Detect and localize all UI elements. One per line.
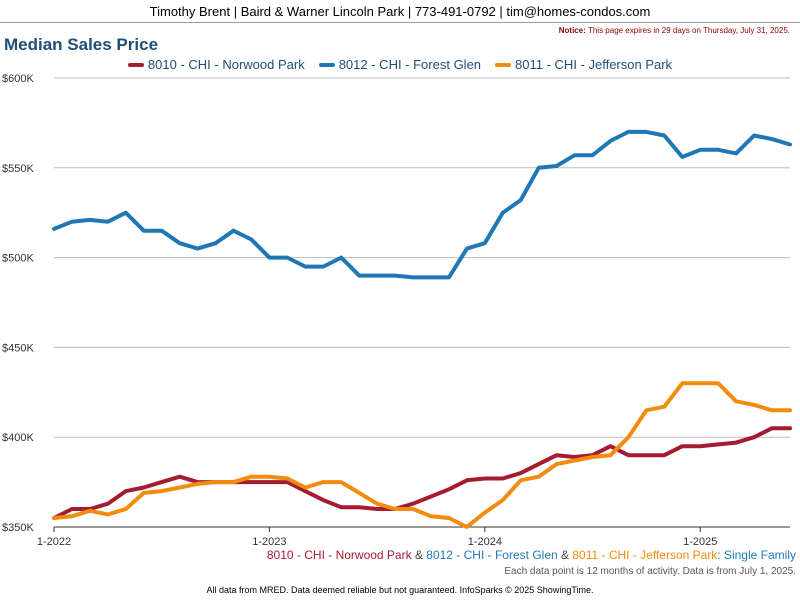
agent-header-text: Timothy Brent | Baird & Warner Lincoln P… [149, 3, 651, 19]
legend-swatch [127, 62, 144, 67]
notice-text: This page expires in 29 days on Thursday… [587, 26, 790, 35]
chart-title: Median Sales Price [4, 35, 159, 54]
y-tick-label: $350K [2, 522, 34, 534]
line-chart: $350K $400K $450K $500K $550K $600K 1-2022 1-20… [2, 73, 792, 548]
chart-subtitle: 8010 - CHI - Norwood Park & 8012 - CHI -… [267, 548, 796, 562]
x-tick-label: 1-2023 [252, 536, 286, 548]
subtitle-part: & [411, 548, 427, 562]
legend-swatch [495, 62, 512, 67]
subtitle-part: : Single Family [717, 548, 796, 562]
legend-label: 8010 - CHI - Norwood Park [147, 57, 305, 72]
chart-legend: 8010 - CHI - Norwood Park 8012 - CHI - Fo… [0, 57, 800, 72]
series-line-2 [52, 381, 792, 529]
legend-label: 8011 - CHI - Jefferson Park [515, 57, 673, 72]
subtitle-part: 8010 - CHI - Norwood Park [266, 548, 412, 562]
notice-label: Notice: [558, 26, 586, 35]
agent-header: Timothy Brent | Baird & Warner Lincoln P… [0, 0, 800, 23]
legend-item-1[interactable]: 8012 - CHI - Forest Glen [318, 57, 482, 72]
legend-label: 8012 - CHI - Forest Glen [338, 57, 482, 72]
data-footnote: Each data point is 12 months of activity… [504, 566, 796, 577]
x-tick-label: 1-2022 [37, 536, 71, 548]
legend-item-2[interactable]: 8011 - CHI - Jefferson Park [495, 57, 672, 72]
legend-swatch [318, 62, 335, 67]
subtitle-part: 8011 - CHI - Jefferson Park [572, 548, 718, 562]
y-tick-label: $400K [2, 432, 34, 444]
y-tick-label: $500K [2, 253, 34, 265]
x-tick-label: 1-2025 [683, 536, 717, 548]
y-tick-label: $550K [2, 163, 34, 175]
series-line-1 [52, 129, 792, 280]
subtitle-part: 8012 - CHI - Forest Glen [426, 548, 558, 562]
legend-item-0[interactable]: 8010 - CHI - Norwood Park [127, 57, 305, 72]
subtitle-part: & [557, 548, 573, 562]
page-footer: All data from MRED. Data deemed reliable… [206, 585, 594, 595]
expiry-notice: Notice: This page expires in 29 days on … [559, 26, 790, 35]
y-tick-label: $450K [2, 342, 34, 354]
y-tick-label: $600K [2, 73, 34, 85]
series-line-0 [52, 426, 792, 520]
x-tick-label: 1-2024 [468, 536, 502, 548]
